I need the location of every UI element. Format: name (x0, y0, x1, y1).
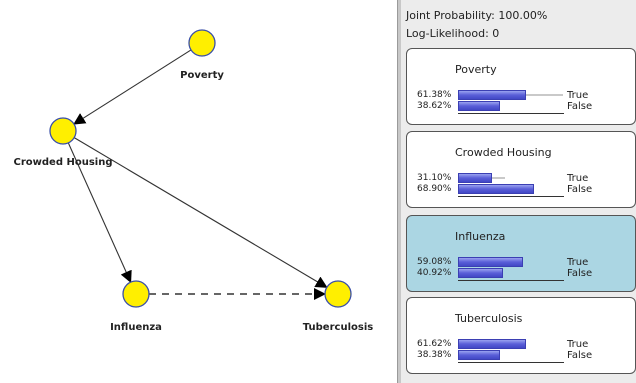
panel-title: Influenza (455, 230, 506, 243)
state-probability: 59.08% (417, 257, 452, 267)
state-label: True (567, 173, 589, 184)
probability-bar-track[interactable] (458, 173, 586, 183)
probability-bar (458, 90, 526, 100)
node-label-poverty: Poverty (180, 70, 224, 81)
probability-bar-track[interactable] (458, 268, 586, 278)
bar-baseline (458, 362, 564, 363)
bar-baseline (458, 196, 564, 197)
bar-baseline (458, 280, 564, 281)
state-label: False (567, 101, 593, 112)
node-panel-influenza[interactable]: Influenza 59.08% True 40.92% False (406, 215, 636, 292)
edge-crowded_housing-to-tuberculosis[interactable] (73, 137, 328, 288)
edge-crowded_housing-to-influenza[interactable] (67, 142, 132, 284)
node-crowded-housing[interactable] (49, 117, 77, 145)
bar-baseline (458, 113, 564, 114)
node-label-influenza: Influenza (110, 322, 162, 333)
state-probability: 68.90% (417, 184, 452, 194)
state-probability: 38.38% (417, 350, 452, 360)
panel-title: Poverty (455, 63, 497, 76)
node-label-crowded-housing: Crowded Housing (13, 157, 113, 168)
probability-bar (458, 350, 500, 360)
probability-bar-track[interactable] (458, 184, 586, 194)
state-label: False (567, 350, 593, 361)
probability-bar-track[interactable] (458, 339, 586, 349)
state-label: False (567, 268, 593, 279)
joint-probability-text: Joint Probability: 100.00% (406, 9, 548, 22)
node-poverty[interactable] (188, 29, 216, 57)
state-row-false: 38.62% False (407, 101, 636, 114)
probability-bar-track[interactable] (458, 257, 586, 267)
node-tuberculosis[interactable] (324, 280, 352, 308)
network-graph (49, 29, 352, 308)
node-label-tuberculosis: Tuberculosis (302, 322, 374, 333)
state-row-false: 38.38% False (407, 350, 636, 363)
state-label: True (567, 257, 589, 268)
state-probability: 61.62% (417, 339, 452, 349)
network-graph-canvas[interactable]: Poverty Crowded Housing Influenza Tuberculo… (0, 0, 397, 383)
state-probability: 61.38% (417, 90, 452, 100)
state-probability: 38.62% (417, 101, 452, 111)
state-label: False (567, 184, 593, 195)
probability-bar-track[interactable] (458, 350, 586, 360)
node-panel-tuberculosis[interactable]: Tuberculosis 61.62% True 38.38% False (406, 297, 636, 374)
state-probability: 40.92% (417, 268, 452, 278)
panel-title: Crowded Housing (455, 146, 552, 159)
probability-bar-track[interactable] (458, 90, 586, 100)
state-label: True (567, 90, 589, 101)
probability-bar (458, 184, 534, 194)
node-panel-crowded-housing[interactable]: Crowded Housing 31.10% True 68.90% False (406, 131, 636, 208)
probability-bar-track[interactable] (458, 101, 586, 111)
probability-bar (458, 257, 523, 267)
state-row-false: 40.92% False (407, 268, 636, 281)
node-influenza[interactable] (122, 280, 150, 308)
log-likelihood-text: Log-Likelihood: 0 (406, 27, 500, 40)
state-row-true: 59.08% True (407, 257, 636, 268)
panel-title: Tuberculosis (455, 312, 523, 325)
edge-poverty-to-crowded_housing[interactable] (73, 49, 192, 125)
probability-bar (458, 101, 500, 111)
probability-bar (458, 339, 526, 349)
state-row-false: 68.90% False (407, 184, 636, 197)
probability-bar (458, 268, 503, 278)
state-row-true: 31.10% True (407, 173, 636, 184)
inference-panel: Joint Probability: 100.00% Log-Likelihoo… (401, 0, 636, 383)
state-probability: 31.10% (417, 173, 452, 183)
state-row-true: 61.62% True (407, 339, 636, 350)
split-pane-divider[interactable] (397, 0, 401, 383)
node-panel-poverty[interactable]: Poverty 61.38% True 38.62% False (406, 48, 636, 125)
probability-bar (458, 173, 492, 183)
state-row-true: 61.38% True (407, 90, 636, 101)
state-label: True (567, 339, 589, 350)
